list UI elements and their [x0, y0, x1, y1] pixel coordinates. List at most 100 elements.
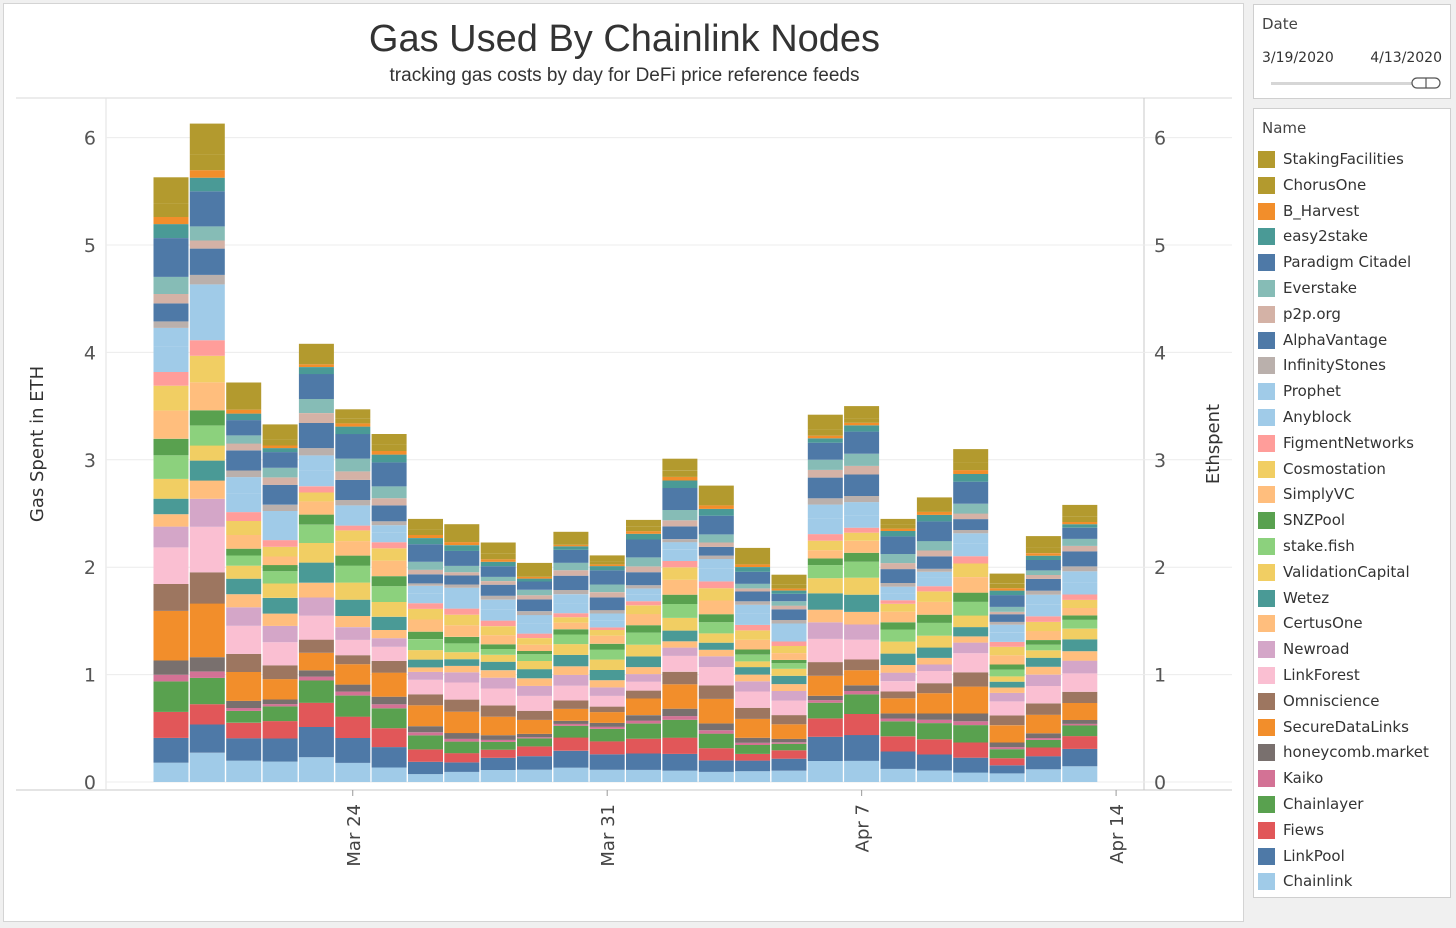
bar-segment: [262, 761, 298, 782]
bar-segment: [517, 581, 552, 590]
bar-segment: [953, 563, 989, 577]
bar-segment: [371, 708, 407, 729]
legend-item[interactable]: Cosmostation: [1258, 459, 1448, 481]
legend-item[interactable]: ValidationCapital: [1258, 562, 1448, 584]
bar-segment: [953, 519, 989, 530]
bar-segment: [444, 572, 480, 576]
legend-item[interactable]: Everstake: [1258, 278, 1448, 300]
legend-label: Cosmostation: [1283, 459, 1386, 478]
bar-segment: [408, 735, 443, 750]
bar-segment: [153, 583, 189, 611]
legend-swatch: [1258, 202, 1275, 220]
bar-segment: [371, 521, 407, 526]
bar-segment: [771, 684, 807, 691]
bar-segment: [298, 423, 334, 449]
bar-segment: [226, 493, 262, 513]
bar-segment: [335, 555, 371, 566]
legend-item[interactable]: Fiews: [1258, 820, 1448, 842]
legend-item[interactable]: Chainlayer: [1258, 794, 1448, 816]
bar-segment: [989, 664, 1025, 670]
bar-segment: [226, 413, 262, 421]
date-slider-handle[interactable]: [1411, 75, 1441, 91]
bar-segment: [189, 355, 225, 383]
legend-item[interactable]: Wetez: [1258, 588, 1448, 610]
bar-segment: [517, 710, 552, 720]
bar-segment: [662, 603, 698, 618]
bar-segment: [916, 693, 952, 714]
bar-segment: [517, 746, 552, 757]
y-tick-label-right: 1: [1154, 665, 1166, 687]
bar-segment: [262, 424, 298, 440]
bar-segment: [953, 742, 989, 758]
legend-swatch: [1258, 873, 1275, 891]
legend-item[interactable]: B_Harvest: [1258, 201, 1448, 223]
legend-item[interactable]: Prophet: [1258, 381, 1448, 403]
bar-segment: [408, 761, 443, 775]
legend-item[interactable]: easy2stake: [1258, 226, 1448, 248]
bar-segment: [1025, 560, 1061, 571]
legend-label: SecureDataLinks: [1283, 717, 1409, 736]
bar-segment: [844, 406, 880, 419]
bar-segment: [662, 567, 698, 580]
bar-segment: [335, 639, 371, 656]
legend-item[interactable]: honeycomb.market: [1258, 742, 1448, 764]
legend-swatch: [1258, 847, 1275, 865]
date-slider-track[interactable]: [1271, 82, 1433, 85]
bar-segment: [371, 576, 407, 587]
bar-segment: [589, 584, 625, 593]
bar-segment: [844, 453, 880, 466]
legend-label: LinkForest: [1283, 666, 1360, 684]
bar-segment: [153, 547, 189, 584]
legend-item[interactable]: Kaiko: [1258, 768, 1448, 790]
legend-item[interactable]: SecureDataLinks: [1258, 717, 1448, 739]
bar-segment: [1025, 650, 1061, 658]
bar-segment: [553, 544, 589, 547]
bar-segment: [771, 593, 807, 602]
bar-segment: [226, 548, 262, 556]
bar-segment: [807, 622, 843, 639]
bar-segment: [1025, 570, 1061, 575]
legend-item[interactable]: Omniscience: [1258, 691, 1448, 713]
bar-segment: [444, 597, 480, 609]
bar-segment: [1062, 551, 1098, 567]
legend-swatch: [1258, 821, 1275, 839]
bar-segment: [153, 610, 189, 661]
bar-segment: [698, 685, 734, 699]
bar-segment: [480, 770, 516, 782]
legend-item[interactable]: LinkPool: [1258, 846, 1448, 868]
bar-segment: [807, 414, 843, 430]
legend-item[interactable]: CertusOne: [1258, 613, 1448, 635]
bar-segment: [517, 578, 552, 582]
legend-item[interactable]: FigmentNetworks: [1258, 433, 1448, 455]
bar-segment: [1062, 524, 1098, 528]
legend-item[interactable]: Newroad: [1258, 639, 1448, 661]
legend-item[interactable]: Anyblock: [1258, 407, 1448, 429]
legend-item[interactable]: stake.fish: [1258, 536, 1448, 558]
legend-item[interactable]: Paradigm Citadel: [1258, 252, 1448, 274]
legend-item[interactable]: InfinityStones: [1258, 355, 1448, 377]
bar-segment: [735, 571, 771, 584]
bar-segment: [1062, 516, 1098, 522]
bar-segment: [953, 462, 989, 471]
stacked-bar-chart: 0 0 1 1 2 2 3 3 4 4 5 5 6 6 Gas Spent in ETH Ethspent Ma…: [16, 97, 1232, 867]
legend-item[interactable]: StakingFacilities: [1258, 149, 1448, 171]
legend-item[interactable]: SimplyVC: [1258, 484, 1448, 506]
bar-segment: [916, 568, 952, 572]
bar-segment: [662, 671, 698, 685]
bar-segment: [916, 713, 952, 720]
legend-item[interactable]: p2p.org: [1258, 304, 1448, 326]
bar-segment: [735, 624, 771, 631]
bar-segment: [1062, 566, 1098, 572]
legend-item[interactable]: SNZPool: [1258, 510, 1448, 532]
bar-segment: [444, 733, 480, 739]
legend-item[interactable]: AlphaVantage: [1258, 330, 1448, 352]
x-tick-label: Apr 7: [853, 804, 874, 852]
legend-item[interactable]: ChorusOne: [1258, 175, 1448, 197]
bar-segment: [1025, 769, 1061, 782]
bar-segment: [298, 639, 334, 653]
legend-item[interactable]: LinkForest: [1258, 665, 1448, 687]
bar-segment: [589, 570, 625, 585]
bar-segment: [408, 774, 443, 782]
date-filter[interactable]: Date 3/19/2020 4/13/2020: [1253, 4, 1451, 99]
legend-item[interactable]: Chainlink: [1258, 871, 1448, 893]
